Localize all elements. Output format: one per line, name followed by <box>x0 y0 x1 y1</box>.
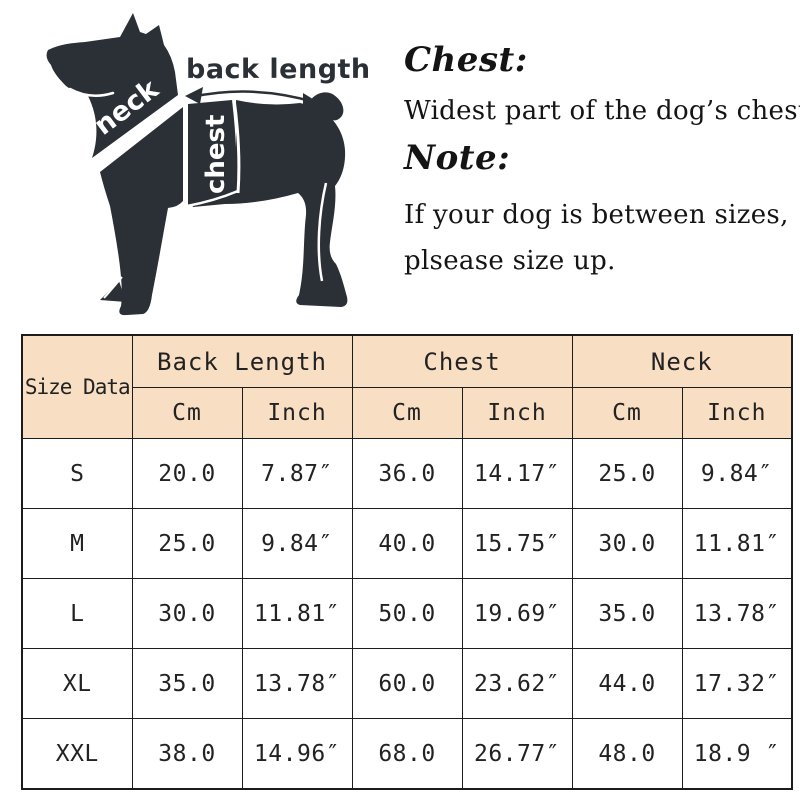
value-cell: 18.9 ″ <box>681 718 793 790</box>
dog-far-front-paw <box>100 281 126 302</box>
panel-bottom-separator <box>186 189 239 208</box>
chest-heading: Chest: <box>404 40 528 80</box>
unit-header: Inch <box>241 387 353 439</box>
chest-description: Widest part of the dog’s chest <box>404 96 800 126</box>
column-group-neck: Neck <box>571 334 793 388</box>
value-cell: 68.0 <box>351 718 463 790</box>
unit-header: Inch <box>461 387 573 439</box>
arrowhead-left <box>185 87 203 104</box>
dog-front-leg-silhouette <box>100 107 183 316</box>
unit-header: Cm <box>131 387 243 439</box>
dog-head-silhouette <box>46 13 178 158</box>
table-row-xl: XL 35.0 13.78″ 60.0 23.62″ 44.0 17.32″ <box>21 648 793 719</box>
unit-header: Inch <box>681 387 793 439</box>
table-header-unit-row: Cm Inch Cm Inch Cm Inch <box>22 387 793 439</box>
table-row-xxl: XXL 38.0 14.96″ 68.0 26.77″ 48.0 18.9 ″ <box>21 718 793 790</box>
front-paw-separator <box>103 276 123 299</box>
back-length-label: back length <box>186 54 371 85</box>
dog-chest-panel <box>188 100 237 206</box>
note-line-2: plsease size up. <box>404 246 616 276</box>
value-cell: 11.81″ <box>241 578 353 649</box>
value-cell: 30.0 <box>571 508 683 579</box>
table-row-m: M 25.0 9.84″ 40.0 15.75″ 30.0 11.81″ <box>21 508 793 579</box>
value-cell: 35.0 <box>571 578 683 649</box>
unit-header: Cm <box>351 387 463 439</box>
value-cell: 26.77″ <box>461 718 573 790</box>
size-cell: M <box>21 508 133 579</box>
size-cell: S <box>21 438 133 509</box>
hind-leg-separator <box>317 182 328 282</box>
table-row-s: S 20.0 7.87″ 36.0 14.17″ 25.0 9.84″ <box>21 438 793 509</box>
value-cell: 23.62″ <box>461 648 573 719</box>
unit-header: Cm <box>571 387 683 439</box>
size-cell: XXL <box>21 718 133 790</box>
size-cell: L <box>21 578 133 649</box>
value-cell: 30.0 <box>131 578 243 649</box>
size-table: Size Data Back Length Chest Neck Cm Inch… <box>21 334 794 790</box>
value-cell: 13.78″ <box>241 648 353 719</box>
value-cell: 48.0 <box>571 718 683 790</box>
size-cell: XL <box>21 648 133 719</box>
column-group-back-length: Back Length <box>131 334 353 388</box>
value-cell: 7.87″ <box>241 438 353 509</box>
size-data-corner-cell: Size Data <box>21 334 133 439</box>
table-row-l: L 30.0 11.81″ 50.0 19.69″ 35.0 13.78″ <box>21 578 793 649</box>
value-cell: 11.81″ <box>681 508 793 579</box>
chest-label: chest <box>201 115 231 194</box>
value-cell: 9.84″ <box>681 438 793 509</box>
value-cell: 17.32″ <box>681 648 793 719</box>
value-cell: 25.0 <box>571 438 683 509</box>
value-cell: 36.0 <box>351 438 463 509</box>
note-heading: Note: <box>404 138 511 178</box>
dog-body-silhouette <box>190 92 348 307</box>
value-cell: 50.0 <box>351 578 463 649</box>
back-length-arrow <box>191 90 315 104</box>
column-group-chest: Chest <box>351 334 573 388</box>
arrowhead-right <box>303 93 321 111</box>
value-cell: 20.0 <box>131 438 243 509</box>
value-cell: 14.17″ <box>461 438 573 509</box>
value-cell: 60.0 <box>351 648 463 719</box>
value-cell: 19.69″ <box>461 578 573 649</box>
dog-mouth-line <box>68 87 115 97</box>
value-cell: 15.75″ <box>461 508 573 579</box>
value-cell: 25.0 <box>131 508 243 579</box>
value-cell: 14.96″ <box>241 718 353 790</box>
panel-right-separator <box>232 98 241 194</box>
value-cell: 35.0 <box>131 648 243 719</box>
note-line-1: If your dog is between sizes, <box>404 200 789 230</box>
value-cell: 9.84″ <box>241 508 353 579</box>
value-cell: 44.0 <box>571 648 683 719</box>
value-cell: 38.0 <box>131 718 243 790</box>
value-cell: 40.0 <box>351 508 463 579</box>
dog-measurement-diagram: back length neck chest <box>46 13 371 316</box>
value-cell: 13.78″ <box>681 578 793 649</box>
table-header-group-row: Size Data Back Length Chest Neck <box>21 334 793 439</box>
